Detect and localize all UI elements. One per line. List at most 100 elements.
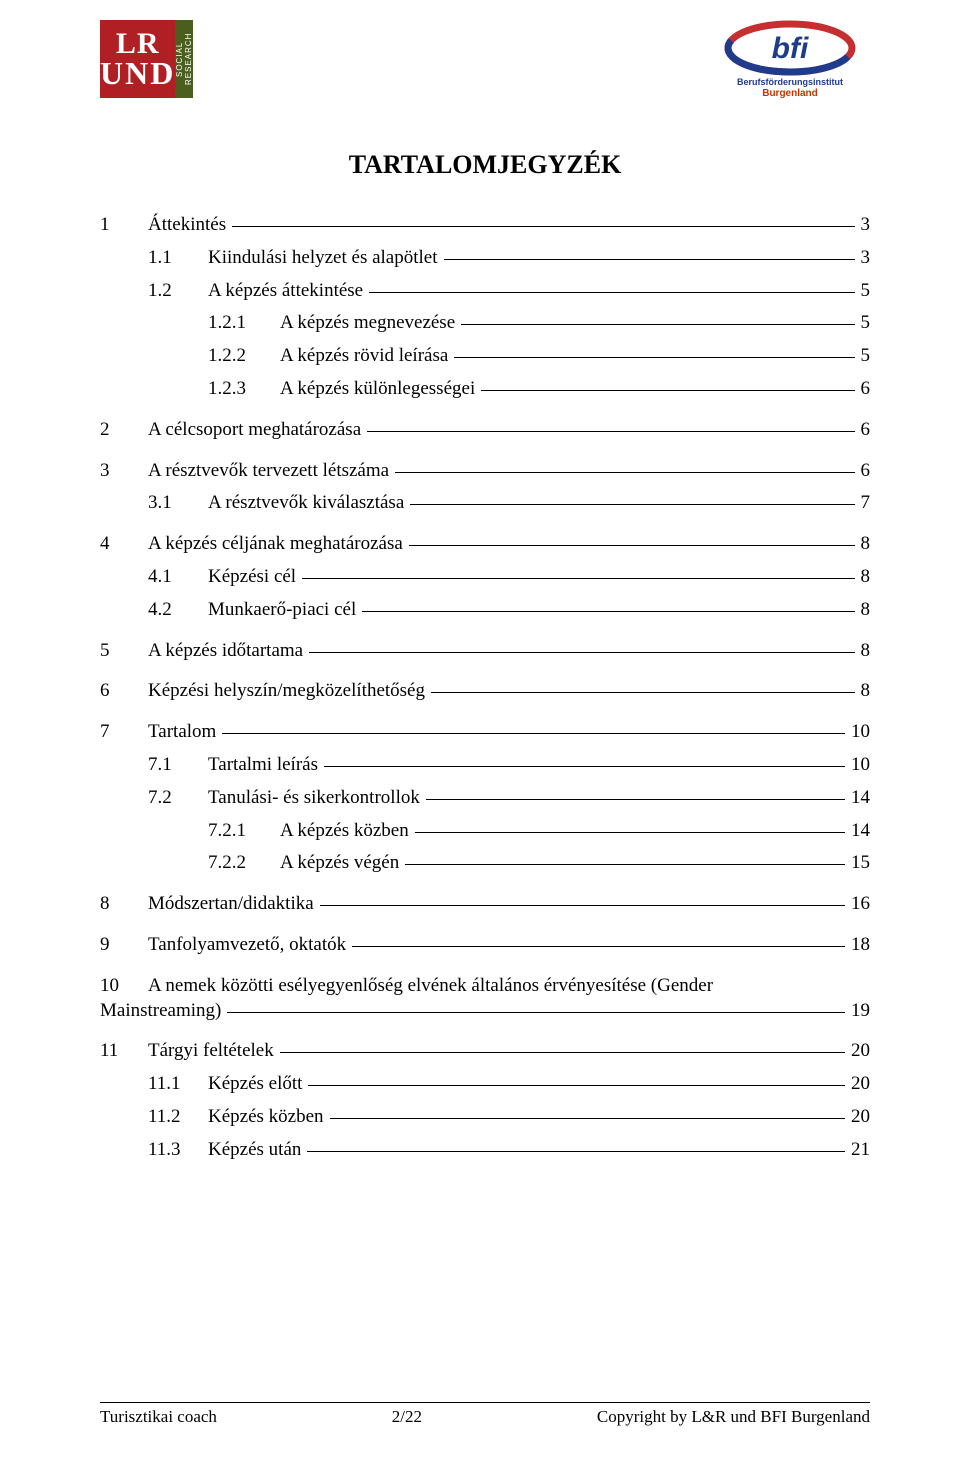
toc-entry-number: 11 [100,1040,148,1063]
toc-entry: 1.2.3A képzés különlegességei6 [100,378,870,401]
toc-entry-page: 20 [847,1106,870,1129]
toc-entry-number: 1.2.3 [208,378,280,401]
toc-leader [454,357,854,358]
toc-entry-number: 4 [100,533,148,556]
toc-entry: 4.2Munkaerő-piaci cél8 [100,599,870,622]
toc-entry-label: Mainstreaming) [100,1000,225,1023]
toc-leader [409,545,855,546]
table-of-contents: 1Áttekintés31.1Kiindulási helyzet és ala… [100,214,870,1162]
toc-entry-number: 11.3 [148,1139,208,1162]
toc-entry-label: A képzés megnevezése [280,312,459,335]
toc-leader [227,1012,845,1013]
lr-logo-strip: SOCIAL RESEARCH [175,20,193,98]
toc-entry-page: 14 [847,787,870,810]
footer-copyright: Copyright by L&R und BFI Burgenland [597,1407,870,1427]
toc-leader [431,692,855,693]
toc-entry: 6Képzési helyszín/megközelíthetőség8 [100,680,870,703]
toc-entry: 7.2Tanulási- és sikerkontrollok14 [100,787,870,810]
toc-entry-number: 8 [100,893,148,916]
svg-text:bfi: bfi [772,32,809,65]
toc-entry-number: 6 [100,680,148,703]
toc-leader [481,390,854,391]
toc-entry-label: Képzés után [208,1139,305,1162]
toc-entry-number: 4.2 [148,599,208,622]
toc-entry: 8Módszertan/didaktika16 [100,893,870,916]
toc-leader [308,1085,845,1086]
toc-leader [405,864,845,865]
toc-entry-label: Tanulási- és sikerkontrollok [208,787,424,810]
toc-entry: 7.2.1A képzés közben14 [100,820,870,843]
toc-leader [232,226,854,227]
toc-entry-label: A résztvevők kiválasztása [208,492,408,515]
toc-entry: 11.2Képzés közben20 [100,1106,870,1129]
toc-entry-number: 7.2.2 [208,852,280,875]
toc-entry-page: 8 [857,566,871,589]
bfi-logo-subtitle: Berufsförderungsinstitut [710,78,870,88]
toc-entry: 1.2A képzés áttekintése5 [100,280,870,303]
toc-leader [309,652,854,653]
toc-entry-page: 3 [857,247,871,270]
toc-leader [280,1052,845,1053]
toc-entry-number: 1.2 [148,280,208,303]
toc-leader [302,578,854,579]
toc-entry-page: 8 [857,680,871,703]
toc-entry-page: 21 [847,1139,870,1162]
toc-leader [367,431,854,432]
toc-entry-label: A képzés végén [280,852,403,875]
toc-leader [362,611,854,612]
toc-entry-page: 5 [857,312,871,335]
toc-entry-label: A képzés közben [280,820,413,843]
toc-entry-number: 1.1 [148,247,208,270]
toc-entry: 10A nemek közötti esélyegyenlőség elvéne… [100,975,870,998]
toc-entry: 7Tartalom10 [100,721,870,744]
toc-entry-page: 6 [857,378,871,401]
toc-entry-number: 11.2 [148,1106,208,1129]
toc-entry-label: Kiindulási helyzet és alapötlet [208,247,442,270]
toc-entry-page: 10 [847,754,870,777]
page-footer: Turisztikai coach 2/22 Copyright by L&R … [100,1402,870,1427]
toc-entry-label: A résztvevők tervezett létszáma [148,460,393,483]
toc-leader [426,799,845,800]
toc-entry-number: 3 [100,460,148,483]
toc-entry-number: 1 [100,214,148,237]
toc-entry-number: 5 [100,640,148,663]
toc-entry-label: A nemek közötti esélyegyenlőség elvének … [148,975,717,998]
toc-entry: 3A résztvevők tervezett létszáma 6 [100,460,870,483]
toc-entry-label: Áttekintés [148,214,230,237]
toc-entry: 5A képzés időtartama8 [100,640,870,663]
toc-entry-page: 19 [847,1000,870,1023]
toc-entry: 1.2.1A képzés megnevezése 5 [100,312,870,335]
toc-entry-page: 18 [847,934,870,957]
toc-entry-page: 8 [857,599,871,622]
toc-entry-number: 9 [100,934,148,957]
toc-entry-page: 16 [847,893,870,916]
toc-entry: 7.2.2A képzés végén 15 [100,852,870,875]
toc-entry-label: A képzés céljának meghatározása [148,533,407,556]
toc-entry-page: 5 [857,345,871,368]
toc-leader [369,292,854,293]
toc-entry: 3.1A résztvevők kiválasztása7 [100,492,870,515]
toc-entry-number: 4.1 [148,566,208,589]
toc-entry-label: A célcsoport meghatározása [148,419,365,442]
toc-entry-page: 10 [847,721,870,744]
toc-leader [461,324,854,325]
footer-page-number: 2/22 [392,1407,422,1427]
toc-leader [415,832,845,833]
toc-entry-page: 15 [847,852,870,875]
lr-logo-block: LR UND [100,20,175,98]
toc-entry-page: 6 [857,460,871,483]
toc-entry-page: 6 [857,419,871,442]
toc-entry-label: Képzési cél [208,566,300,589]
document-title: TARTALOMJEGYZÉK [100,150,870,180]
toc-entry-label: Tárgyi feltételek [148,1040,278,1063]
toc-entry: 7.1Tartalmi leírás10 [100,754,870,777]
toc-entry-number: 2 [100,419,148,442]
toc-entry: 11.3Képzés után 21 [100,1139,870,1162]
bfi-logo-icon: bfi [720,20,860,76]
toc-entry-number: 1.2.1 [208,312,280,335]
toc-entry: 1.1Kiindulási helyzet és alapötlet 3 [100,247,870,270]
toc-entry-page: 8 [857,640,871,663]
toc-leader [324,766,845,767]
toc-entry: 9Tanfolyamvezető, oktatók18 [100,934,870,957]
toc-entry-page: 20 [847,1040,870,1063]
